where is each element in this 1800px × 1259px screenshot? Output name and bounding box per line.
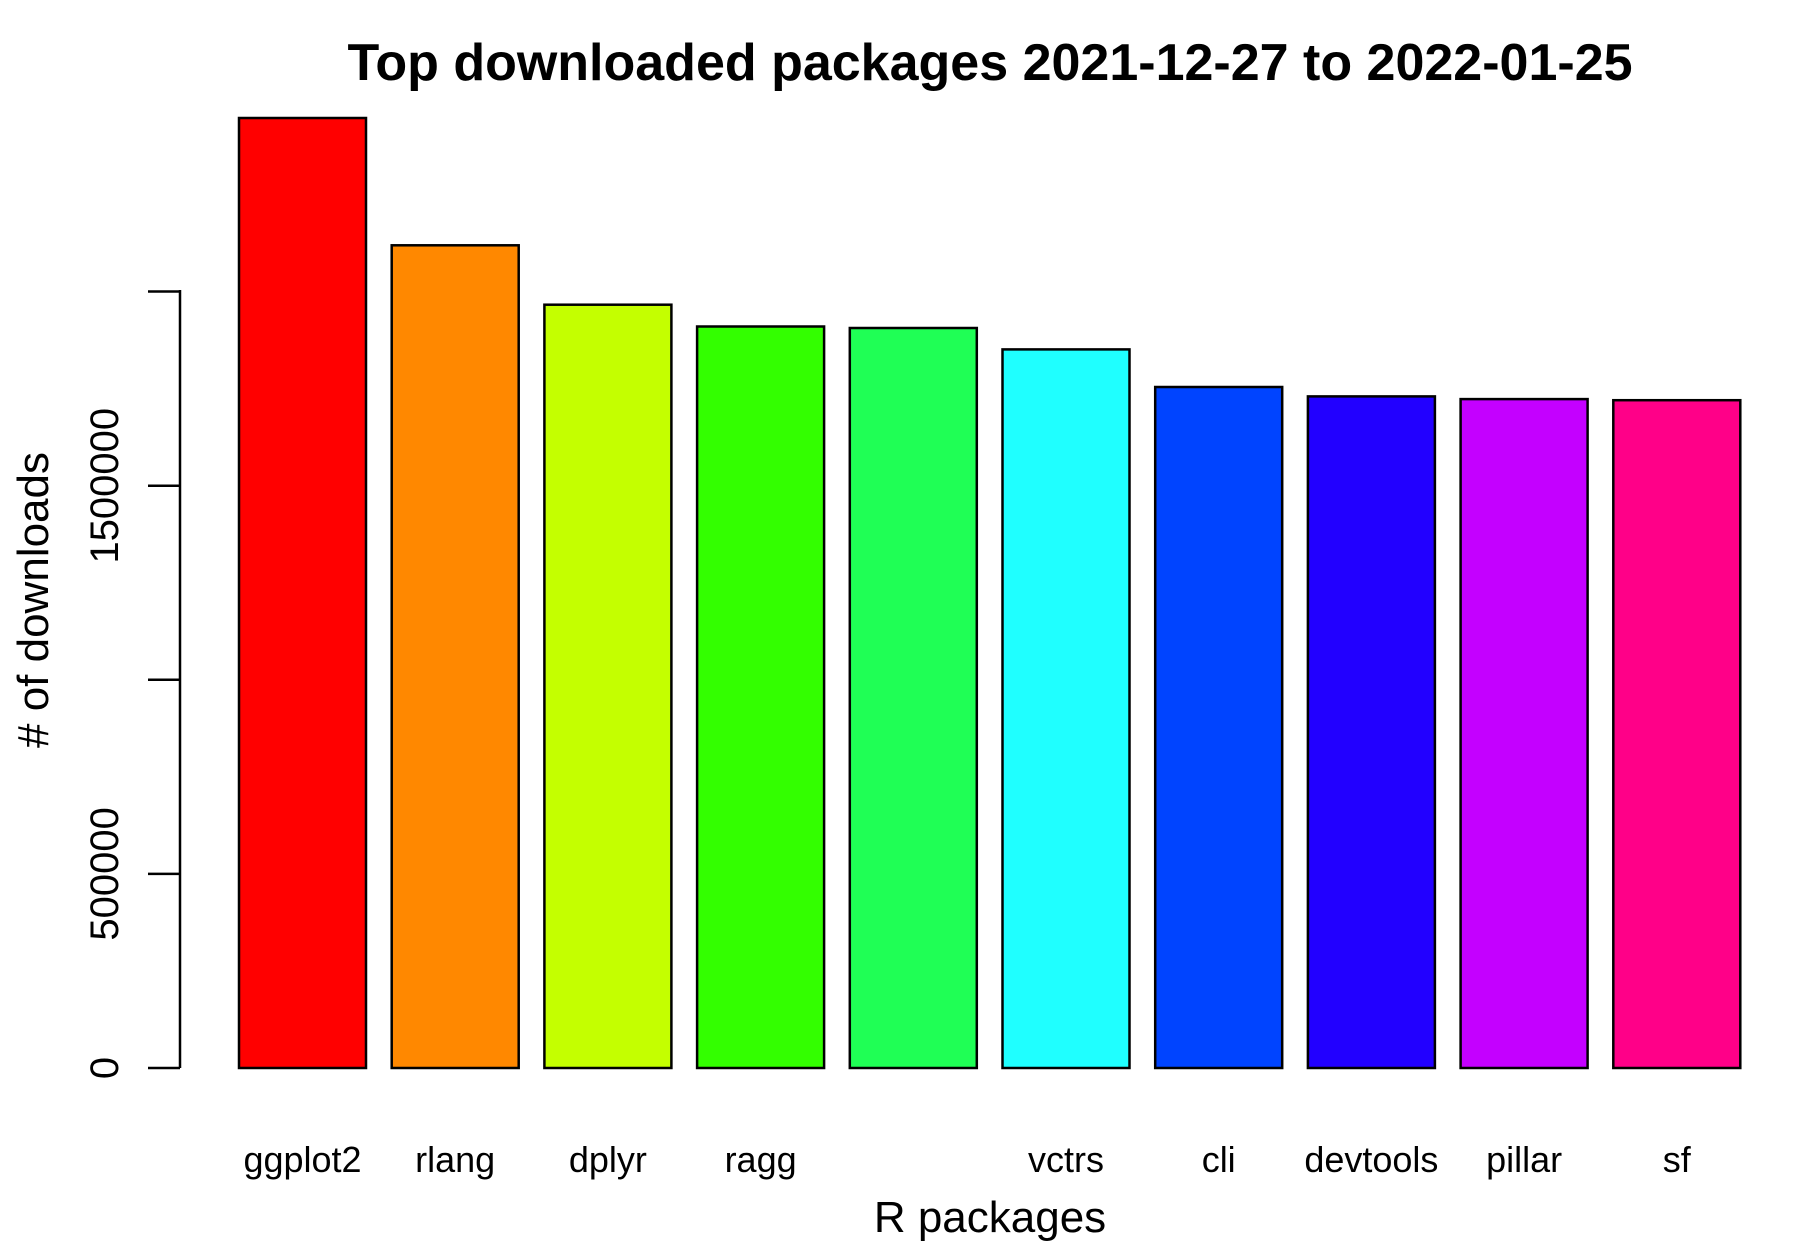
- bar-devtools: [1306, 395, 1437, 1070]
- bar-unlabeled-5: [848, 326, 979, 1070]
- x-tick-label: devtools: [1304, 1139, 1438, 1180]
- y-tick-label: 500000: [83, 807, 127, 940]
- bar-dplyr: [543, 303, 673, 1070]
- x-tick-label: ggplot2: [243, 1139, 361, 1180]
- x-tick-label: cli: [1202, 1139, 1236, 1180]
- x-tick-label: pillar: [1486, 1139, 1562, 1180]
- y-ticks-group: 0 500000 1500000: [83, 290, 180, 1079]
- bar-rlang: [390, 244, 520, 1070]
- x-labels-group: ggplot2 rlang dplyr ragg vctrs cli devtools pil…: [243, 1139, 1691, 1180]
- x-axis-label: R packages: [874, 1193, 1106, 1242]
- bar-pillar: [1459, 397, 1589, 1070]
- y-axis-label: # of downloads: [9, 452, 58, 748]
- bars-group: [237, 116, 1742, 1070]
- x-tick-label: vctrs: [1028, 1139, 1104, 1180]
- bar-ragg: [695, 325, 826, 1070]
- x-tick-label: dplyr: [569, 1139, 647, 1180]
- bar-vctrs: [1001, 348, 1131, 1070]
- bar-sf: [1612, 398, 1742, 1070]
- chart-title: Top downloaded packages 2021-12-27 to 20…: [347, 34, 1632, 92]
- x-tick-label: rlang: [415, 1139, 495, 1180]
- y-tick-label: 0: [83, 1057, 127, 1079]
- bar-ggplot2: [237, 116, 368, 1070]
- bar-cli: [1153, 385, 1284, 1070]
- x-tick-label: ragg: [725, 1139, 797, 1180]
- y-tick-label: 1500000: [83, 408, 127, 564]
- x-tick-label: sf: [1663, 1139, 1692, 1180]
